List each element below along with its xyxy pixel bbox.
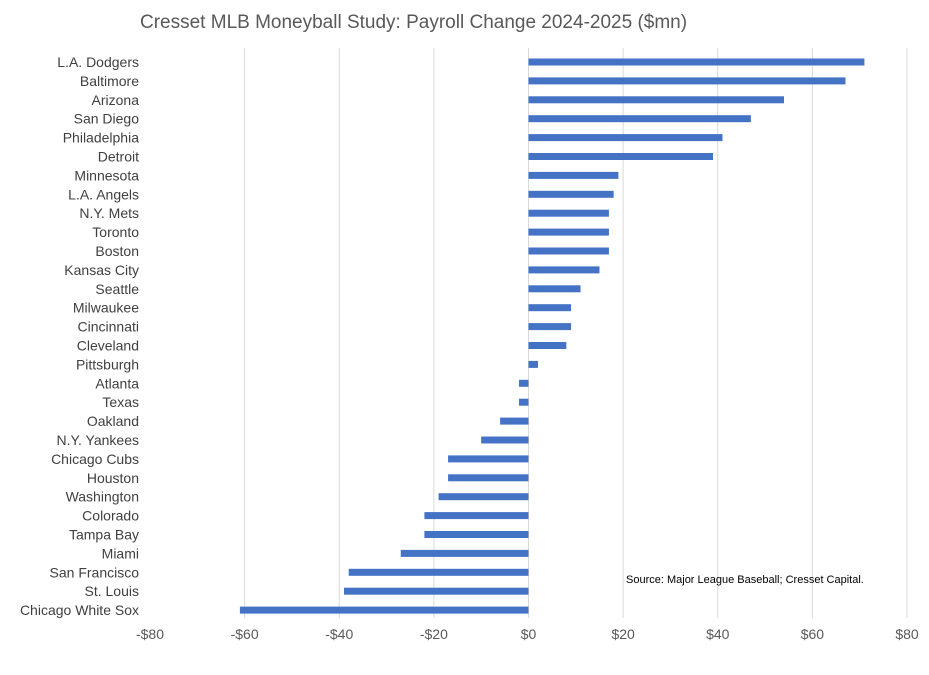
x-tick-label: -$40 bbox=[325, 626, 353, 642]
x-tick-label: -$20 bbox=[420, 626, 448, 642]
gridlines bbox=[244, 48, 908, 618]
category-label: Houston bbox=[87, 470, 139, 486]
category-label: San Diego bbox=[74, 111, 140, 127]
bar bbox=[528, 96, 784, 104]
category-label: San Francisco bbox=[50, 564, 140, 580]
bar bbox=[528, 247, 609, 255]
x-tick-label: $60 bbox=[801, 626, 825, 642]
bars bbox=[239, 58, 865, 614]
category-label: Minnesota bbox=[74, 167, 139, 183]
bar bbox=[343, 587, 529, 595]
category-label: Oakland bbox=[87, 413, 139, 429]
category-label: L.A. Angels bbox=[68, 186, 139, 202]
bar bbox=[528, 58, 865, 66]
bar bbox=[519, 379, 529, 387]
x-tick-label: $40 bbox=[706, 626, 730, 642]
category-label: Kansas City bbox=[64, 262, 139, 278]
bar bbox=[528, 77, 846, 85]
bar bbox=[528, 190, 614, 198]
x-tick-label: $0 bbox=[521, 626, 537, 642]
category-label: Atlanta bbox=[95, 375, 139, 391]
bar bbox=[481, 436, 529, 444]
bar bbox=[528, 360, 538, 368]
category-label: Seattle bbox=[95, 281, 139, 297]
category-label: Arizona bbox=[92, 92, 140, 108]
bar bbox=[528, 266, 600, 274]
source-annotation: Source: Major League Baseball; Cresset C… bbox=[626, 574, 864, 586]
bar bbox=[448, 474, 529, 482]
category-label: Philadelphia bbox=[63, 130, 139, 146]
category-labels: L.A. Dodgers Baltimore Arizona San Diego Phi… bbox=[20, 54, 139, 618]
bar bbox=[528, 323, 572, 331]
category-label: Detroit bbox=[98, 149, 139, 165]
bar bbox=[528, 304, 572, 312]
bar bbox=[528, 209, 609, 217]
category-label: Colorado bbox=[82, 508, 139, 524]
bar bbox=[438, 493, 529, 501]
bar bbox=[348, 568, 529, 576]
category-label: Chicago White Sox bbox=[20, 602, 139, 618]
category-label: L.A. Dodgers bbox=[57, 54, 139, 70]
chart-title: Cresset MLB Moneyball Study: Payroll Cha… bbox=[140, 12, 687, 33]
bar bbox=[239, 606, 529, 614]
category-label: N.Y. Mets bbox=[79, 205, 139, 221]
bar bbox=[528, 153, 714, 160]
bar bbox=[400, 549, 529, 557]
bar bbox=[424, 531, 529, 538]
bar bbox=[528, 171, 619, 179]
category-label: Tampa Bay bbox=[69, 527, 139, 543]
x-tick-label: $80 bbox=[895, 626, 919, 642]
bar bbox=[528, 228, 609, 236]
category-label: Milwaukee bbox=[73, 300, 139, 316]
category-label: St. Louis bbox=[85, 583, 139, 599]
bar bbox=[519, 398, 529, 406]
category-label: Texas bbox=[102, 394, 139, 410]
category-label: Boston bbox=[95, 243, 139, 259]
bar bbox=[448, 455, 529, 463]
category-label: Washington bbox=[66, 489, 139, 505]
x-axis-tick-labels: -$80 -$60 -$40 -$20 $0 $20 $40 $60 $80 bbox=[136, 626, 919, 642]
category-label: Cleveland bbox=[77, 338, 139, 354]
x-tick-label: -$60 bbox=[231, 626, 259, 642]
bar bbox=[528, 342, 567, 349]
x-tick-label: $20 bbox=[611, 626, 635, 642]
category-label: Pittsburgh bbox=[76, 356, 139, 372]
bar bbox=[528, 285, 581, 293]
category-label: Miami bbox=[102, 545, 139, 561]
category-label: Toronto bbox=[92, 224, 139, 240]
category-label: Cincinnati bbox=[78, 319, 139, 335]
category-label: Chicago Cubs bbox=[51, 451, 139, 467]
bar bbox=[528, 115, 751, 123]
bar bbox=[528, 134, 723, 142]
category-label: N.Y. Yankees bbox=[56, 432, 139, 448]
bar bbox=[424, 512, 529, 520]
bar bbox=[500, 417, 529, 425]
category-label: Baltimore bbox=[80, 73, 139, 89]
x-tick-label: -$80 bbox=[136, 626, 164, 642]
